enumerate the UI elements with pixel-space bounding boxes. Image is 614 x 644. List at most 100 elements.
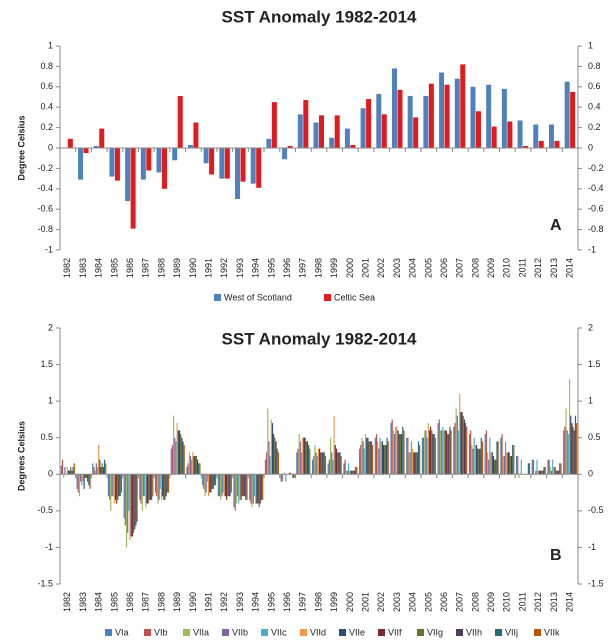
bar: [563, 430, 565, 475]
bar: [271, 423, 274, 475]
bar: [513, 445, 515, 475]
y-tick-label: -1: [45, 244, 53, 254]
legend-swatch: [222, 629, 229, 636]
bar: [69, 470, 71, 475]
bar: [314, 445, 316, 475]
bar: [481, 441, 484, 475]
bar: [297, 448, 299, 475]
bar: [548, 124, 554, 148]
bar: [329, 437, 332, 475]
bar: [456, 415, 458, 475]
bar: [158, 474, 160, 500]
bar: [123, 474, 125, 519]
x-tick-label: 1993: [235, 258, 245, 278]
y-axis-label: Degrees Celsius: [16, 421, 26, 491]
bar: [409, 452, 411, 475]
bar: [282, 148, 288, 160]
bar: [303, 100, 309, 148]
bar: [131, 474, 133, 537]
bar: [381, 114, 387, 148]
bar: [382, 445, 385, 475]
bar: [109, 474, 111, 500]
y-tick-label: 0.4: [40, 102, 53, 112]
bar: [367, 437, 369, 475]
bar: [258, 474, 260, 508]
x-tick-label: 2009: [486, 258, 496, 278]
bar: [110, 474, 112, 511]
bar: [410, 441, 413, 475]
bar: [402, 426, 404, 475]
bar: [264, 459, 267, 475]
bar: [574, 415, 577, 475]
y-tick-label: -1.5: [37, 578, 53, 588]
bar: [187, 144, 193, 148]
y-tick-label: -0.4: [37, 183, 53, 193]
bar: [252, 474, 254, 504]
bar: [70, 466, 72, 475]
bar: [85, 474, 88, 478]
bar: [250, 474, 252, 504]
y-tick-label: -0.6: [37, 204, 53, 214]
bar: [160, 474, 163, 500]
bar: [472, 448, 474, 475]
bar: [523, 145, 529, 148]
bar: [315, 452, 317, 475]
bar: [271, 102, 277, 148]
bar: [414, 452, 416, 475]
bar: [64, 466, 66, 475]
bar: [114, 148, 120, 181]
bar: [288, 472, 290, 475]
bar: [93, 466, 95, 475]
bar: [334, 445, 336, 475]
bar: [116, 474, 118, 504]
x-tick-label: 1997: [298, 592, 308, 612]
bar: [311, 459, 314, 475]
x-tick-label: 1996: [282, 258, 292, 278]
bar: [408, 452, 410, 475]
bar: [518, 474, 520, 478]
bar: [407, 95, 413, 148]
bar: [422, 437, 425, 475]
legend-label: VIIb: [232, 627, 248, 637]
bar: [277, 452, 279, 475]
bar: [72, 466, 74, 475]
y2-tick-label: 1: [588, 40, 593, 50]
x-tick-label: 2014: [565, 258, 575, 278]
bar: [189, 456, 192, 475]
bar: [99, 459, 101, 475]
bar: [220, 474, 222, 500]
bar: [359, 448, 361, 475]
bar: [98, 445, 100, 475]
legend-swatch: [378, 629, 385, 636]
bar: [369, 441, 371, 475]
y2-tick-label: -0.4: [588, 183, 604, 193]
bar: [479, 448, 481, 475]
x-tick-label: 2001: [360, 258, 370, 278]
x-tick-label: 2007: [455, 258, 465, 278]
bar: [188, 452, 190, 475]
legend-swatch: [183, 629, 190, 636]
y2-tick-label: -0.6: [588, 204, 604, 214]
bar: [163, 474, 165, 500]
bar: [533, 124, 539, 148]
bar: [542, 470, 544, 475]
bar: [421, 437, 423, 475]
bar: [100, 466, 102, 475]
y2-tick-label: -0.8: [588, 224, 604, 234]
bar: [449, 426, 451, 475]
bar: [140, 474, 142, 504]
bar: [167, 474, 170, 493]
x-tick-label: 1985: [109, 258, 119, 278]
bar: [343, 463, 345, 475]
bar: [576, 423, 578, 475]
bar: [257, 474, 259, 504]
bar: [187, 463, 189, 475]
bar: [193, 456, 195, 475]
bar: [83, 148, 89, 154]
bar: [240, 148, 246, 182]
x-tick-label: 2010: [502, 258, 512, 278]
bar: [148, 474, 150, 500]
bar: [103, 459, 106, 475]
bar: [510, 456, 513, 475]
